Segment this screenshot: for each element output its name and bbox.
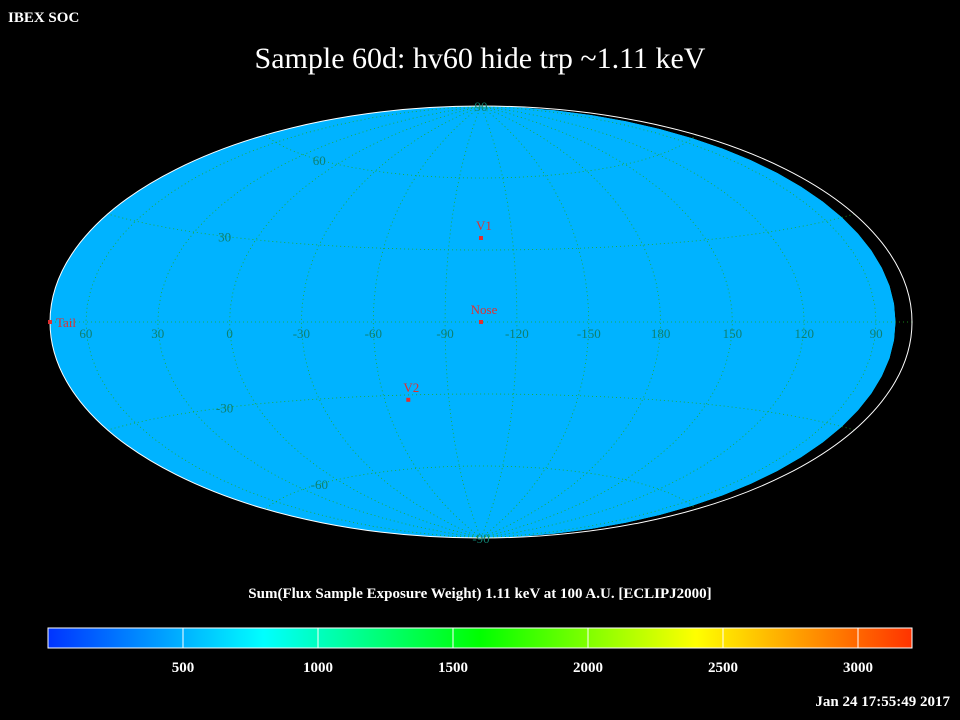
longitude-label: -150 [577,326,601,341]
colorbar-tick-label: 3000 [843,660,873,676]
marker-v2-label: V2 [403,380,419,395]
longitude-label: 0 [226,326,233,341]
graticule-meridian [157,106,482,538]
graticule-meridian [480,106,518,538]
latitude-label: -30 [216,401,233,416]
marker-v1-label: V1 [476,218,492,233]
latitude-label: -90 [472,531,489,546]
longitude-label: -120 [505,326,529,341]
longitude-label: 90 [870,326,883,341]
colorbar-gradient [47,627,913,649]
graticule-meridian [480,106,590,538]
colorbar-tick-label: 1000 [303,660,333,676]
organization-label: IBEX SOC [8,10,80,26]
graticule [50,106,912,538]
colorbar-tick-label: 2500 [708,660,738,676]
graticule-meridian [444,106,482,538]
marker-nose-point [479,320,483,324]
colorbar-tick-label: 2000 [573,660,603,676]
marker-v2-point [406,397,411,402]
graticule-meridian [85,106,482,538]
map-markers: V1 Nose V2 Tail [48,218,498,402]
map-stripes [50,106,896,538]
graticule-meridian [372,106,482,538]
marker-tail-point [48,320,52,324]
longitude-label: 30 [151,326,164,341]
timestamp: Jan 24 17:55:49 2017 [815,694,950,710]
graticule-meridian [229,106,482,538]
graticule-meridian [480,106,733,538]
graticule-meridian [480,106,805,538]
latitude-label: 90 [475,99,488,114]
longitude-label: 60 [79,326,92,341]
colorbar-label: Sum(Flux Sample Exposure Weight) 1.11 ke… [248,586,712,602]
longitude-label: -60 [365,326,382,341]
colorbar-tick-label: 1500 [438,660,468,676]
marker-nose-label: Nose [471,302,498,317]
map-stripe [50,106,896,538]
longitude-label: -90 [436,326,453,341]
marker-tail-label: Tail [56,315,76,330]
latitude-label: -60 [311,477,328,492]
latitude-label: 30 [218,229,231,244]
longitude-label: 150 [723,326,743,341]
map-title: Sample 60d: hv60 hide trp ~1.11 keV [254,42,706,75]
longitude-label: 180 [651,326,671,341]
colorbar-tick-label: 500 [171,660,195,676]
latitude-label: 60 [313,153,326,168]
colorbar [47,627,913,649]
graticule-meridian [300,106,482,538]
graticule-labels: 60 30 0 -30 -60 -90 -120 -150 180 150 120 90 90 60 30 -… [79,99,882,546]
graticule-parallel [107,213,855,251]
longitude-label: -30 [293,326,310,341]
longitude-label: 120 [795,326,815,341]
marker-v1-point [479,236,483,240]
graticule-parallel [107,393,855,431]
